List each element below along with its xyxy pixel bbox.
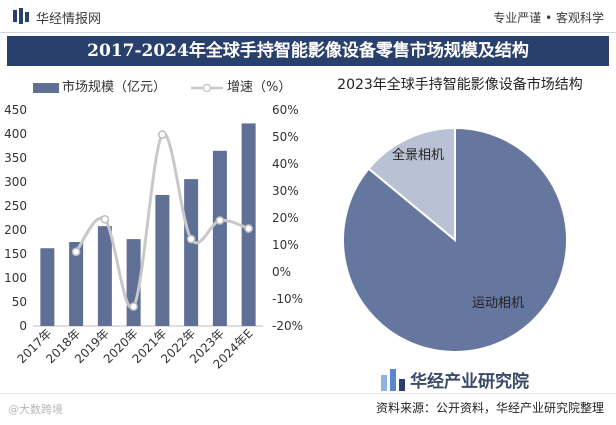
- x-tick-label: 2020年: [101, 326, 141, 366]
- growth-point: [215, 216, 225, 225]
- footer-logo-icon: [381, 369, 405, 391]
- growth-line: [74, 132, 250, 310]
- pie-slice-action-camera: [342, 126, 568, 353]
- slogan: 专业严谨 • 客观科学: [493, 11, 604, 25]
- footer-brand: 华经产业研究院: [410, 372, 529, 392]
- growth-point: [158, 130, 167, 139]
- bar: [40, 248, 55, 326]
- top-bar: 华经情报网 专业严谨 • 客观科学: [0, 0, 616, 32]
- x-tick-label: 2019年: [72, 326, 112, 366]
- growth-point: [71, 247, 81, 257]
- bar: [155, 194, 170, 326]
- left-axis-tick-label: 300: [4, 175, 27, 189]
- x-tick-label: 2024年E: [210, 326, 255, 371]
- left-axis-tick-label: 350: [4, 151, 27, 165]
- header-divider: [0, 32, 616, 33]
- source-badge: @大数跨境: [8, 403, 63, 416]
- pie-label-panoramic-camera: 全景相机: [391, 148, 444, 163]
- left-axis-tick-label: 100: [4, 271, 27, 285]
- right-axis-tick-label: 20%: [272, 211, 299, 225]
- x-tick-label: 2017年: [15, 326, 55, 366]
- bar-legend-swatch: [33, 82, 59, 93]
- growth-point: [244, 224, 253, 233]
- legend-item-line: 增速（%）: [190, 76, 291, 95]
- left-axis-tick-label: 200: [4, 223, 27, 237]
- page-title: 2017-2024年全球手持智能影像设备零售市场规模及结构: [87, 41, 529, 61]
- line-legend-swatch: [191, 83, 223, 92]
- bar: [97, 226, 112, 326]
- right-axis-tick-label: 30%: [272, 184, 299, 198]
- title-banner: 2017-2024年全球手持智能影像设备零售市场规模及结构: [7, 36, 609, 66]
- bar: [241, 123, 256, 326]
- source-note: 资料来源：公开资料，华经产业研究院整理: [375, 401, 604, 415]
- left-axis-tick-label: 0: [19, 319, 27, 333]
- growth-point: [129, 302, 138, 311]
- brand-name: 华经情报网: [36, 12, 102, 27]
- bar: [212, 150, 227, 326]
- bar-legend-label: 市场规模（亿元）: [62, 80, 167, 95]
- right-axis-tick-label: 10%: [272, 238, 299, 252]
- right-axis-tick-label: 0%: [272, 265, 291, 279]
- bar: [184, 179, 199, 326]
- left-axis-tick-label: 250: [4, 199, 27, 213]
- left-axis-tick-label: 400: [4, 127, 27, 141]
- right-axis-tick-label: -10%: [272, 292, 303, 306]
- left-axis-tick-label: 150: [4, 247, 27, 261]
- x-tick-label: 2023年: [187, 326, 227, 366]
- right-axis-tick-label: 60%: [272, 103, 299, 117]
- right-axis-tick-label: -20%: [272, 319, 303, 333]
- x-tick-label: 2022年: [158, 326, 198, 366]
- legend-item-bar: 市场规模（亿元）: [33, 76, 166, 95]
- right-axis-tick-label: 50%: [272, 130, 299, 144]
- pie-slice-panoramic-camera: [367, 126, 456, 243]
- bar: [69, 242, 84, 326]
- pie-title: 2023年全球手持智能影像设备市场结构: [337, 77, 583, 93]
- left-axis-tick-label: 50: [12, 295, 27, 309]
- brand-logo-icon: [13, 8, 29, 24]
- footer-divider: [0, 393, 616, 394]
- right-axis-tick-label: 40%: [272, 157, 299, 171]
- left-axis-tick-label: 450: [4, 103, 27, 117]
- growth-point: [100, 215, 110, 224]
- pie-label-action-camera: 运动相机: [471, 296, 524, 311]
- line-legend-label: 增速（%）: [227, 80, 292, 95]
- bar: [126, 239, 141, 326]
- growth-point: [186, 234, 196, 244]
- x-tick-label: 2018年: [43, 326, 83, 366]
- x-tick-label: 2021年: [130, 326, 170, 366]
